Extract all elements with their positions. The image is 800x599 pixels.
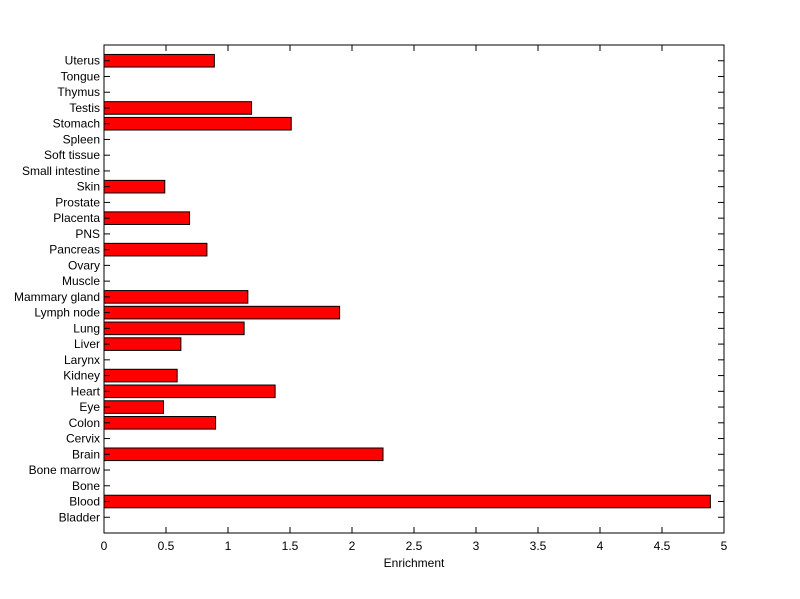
y-tick-label: Placenta bbox=[53, 211, 100, 225]
bar bbox=[103, 211, 191, 225]
y-tick-label: Skin bbox=[77, 180, 100, 194]
x-tick-label: 3 bbox=[473, 539, 480, 553]
y-tick-label: Liver bbox=[74, 337, 100, 351]
x-axis-label: Enrichment bbox=[384, 556, 445, 570]
y-tick-label: Bone marrow bbox=[29, 463, 101, 477]
x-tick-label: 3.5 bbox=[530, 539, 547, 553]
bar bbox=[103, 179, 166, 194]
bar bbox=[103, 321, 245, 336]
y-tick-label: Muscle bbox=[62, 274, 100, 288]
y-tick-label: Cervix bbox=[66, 432, 100, 446]
x-tick-label: 0 bbox=[101, 539, 108, 553]
bar bbox=[103, 290, 249, 304]
bar bbox=[103, 416, 217, 430]
x-tick-label: 1.5 bbox=[282, 539, 299, 553]
y-tick-label: Soft tissue bbox=[44, 148, 100, 162]
y-tick-label: Bone bbox=[72, 479, 100, 493]
y-tick-label: Eye bbox=[79, 400, 100, 414]
y-tick-label: Lung bbox=[73, 321, 100, 335]
y-tick-label: Blood bbox=[69, 495, 100, 509]
x-tick-label: 1 bbox=[225, 539, 232, 553]
y-tick-label: Ovary bbox=[68, 258, 100, 272]
bar bbox=[103, 305, 341, 320]
y-tick-label: Heart bbox=[71, 384, 101, 398]
y-tick-label: Lymph node bbox=[34, 306, 100, 320]
bar bbox=[103, 368, 178, 383]
y-tick-label: Colon bbox=[69, 416, 100, 430]
x-tick-label: 5 bbox=[721, 539, 728, 553]
bar bbox=[103, 400, 165, 414]
x-tick-label: 2.5 bbox=[406, 539, 423, 553]
bar bbox=[103, 101, 253, 115]
y-tick-label: Larynx bbox=[64, 353, 100, 367]
x-ticks-group: 0 0.5 1 1.5 2 2.5 3 3.5 4 4.5 5 bbox=[101, 45, 728, 553]
y-tick-label: Pancreas bbox=[49, 243, 100, 257]
bar bbox=[103, 242, 208, 257]
y-tick-label: Uterus bbox=[65, 54, 100, 68]
bar bbox=[103, 494, 711, 509]
y-tick-label: Mammary gland bbox=[14, 290, 100, 304]
x-tick-label: 2 bbox=[349, 539, 356, 553]
y-tick-label: Thymus bbox=[57, 85, 100, 99]
y-tick-label: Stomach bbox=[53, 117, 100, 131]
x-tick-label: 4.5 bbox=[654, 539, 671, 553]
bar bbox=[103, 53, 215, 68]
y-tick-label: Brain bbox=[72, 447, 100, 461]
y-tick-label: Kidney bbox=[63, 369, 100, 383]
y-tick-label: Tongue bbox=[61, 69, 101, 83]
plot-frame bbox=[103, 44, 725, 534]
y-tick-label: Small intestine bbox=[22, 164, 100, 178]
bar bbox=[103, 447, 384, 462]
y-tick-label: Testis bbox=[69, 101, 100, 115]
y-tick-label: Bladder bbox=[59, 510, 100, 524]
x-tick-label: 0.5 bbox=[158, 539, 175, 553]
y-tick-label: PNS bbox=[75, 227, 100, 241]
bar bbox=[103, 337, 182, 351]
y-tick-label: Prostate bbox=[55, 195, 100, 209]
bar bbox=[103, 116, 292, 131]
x-tick-label: 4 bbox=[597, 539, 604, 553]
y-tick-label: Spleen bbox=[63, 132, 100, 146]
bar bbox=[103, 384, 276, 399]
